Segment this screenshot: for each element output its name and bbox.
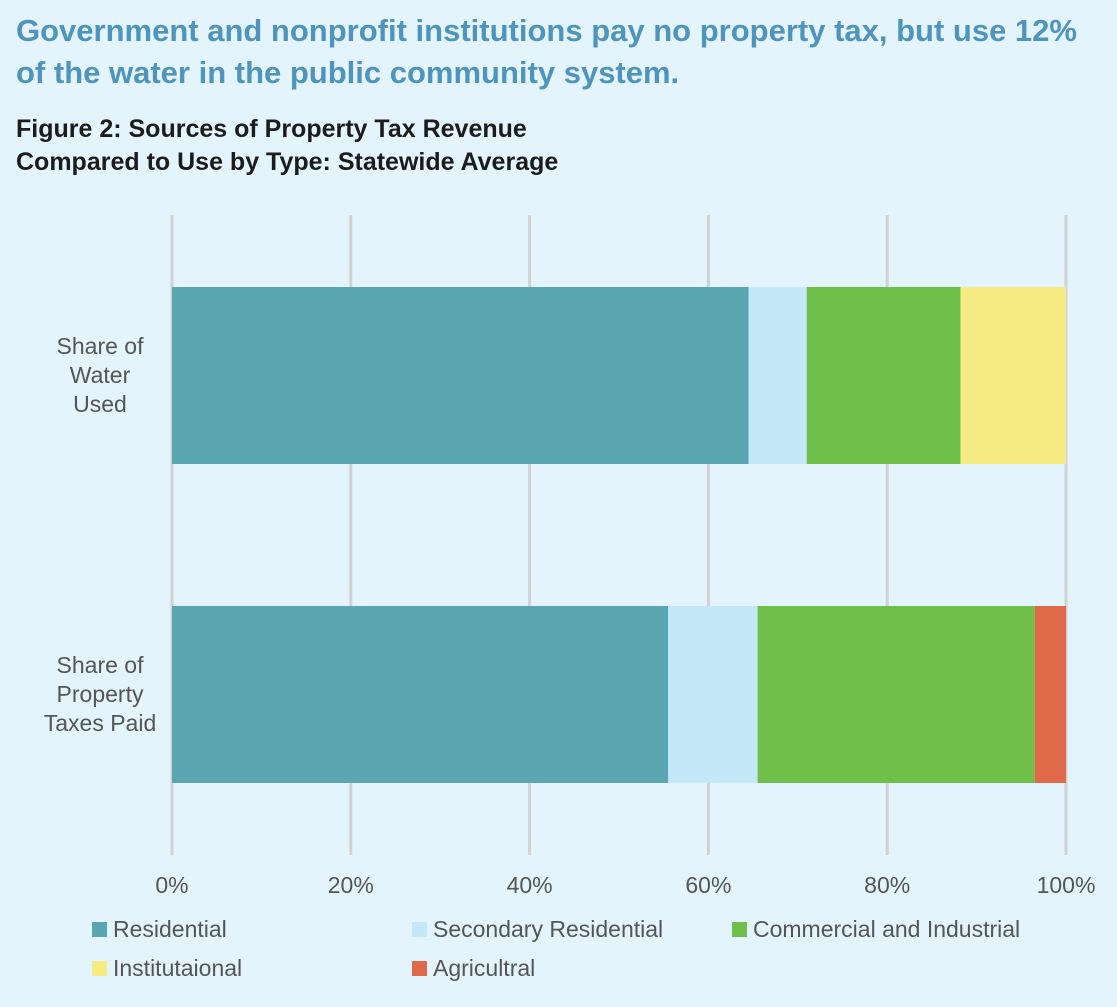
legend-item-agricultral: Agricultral — [412, 955, 535, 982]
legend-swatch — [92, 961, 107, 976]
legend-label: Residential — [113, 916, 227, 942]
legend-item-secondary-residential: Secondary Residential — [412, 916, 663, 943]
category-label-line: Used — [73, 391, 127, 417]
category-label-line: Taxes Paid — [43, 710, 157, 736]
headline: Government and nonprofit institutions pa… — [16, 13, 1077, 90]
figure-title-line2: Compared to Use by Type: Statewide Avera… — [16, 148, 559, 176]
figure-title: Figure 2: Sources of Property Tax Revenu… — [16, 113, 916, 179]
legend-label: Commercial and Industrial — [753, 916, 1021, 942]
legend-item-commercial-and-industrial: Commercial and Industrial — [732, 916, 1020, 943]
category-label-line: Property — [56, 681, 144, 707]
bar-segment-secondary-residential-1 — [668, 606, 758, 783]
x-tick-label: 100% — [1037, 872, 1096, 898]
bar-segment-commercial-and-industrial-1 — [757, 606, 1035, 783]
x-tick-label: 60% — [685, 872, 731, 898]
legend-swatch — [92, 922, 107, 937]
legend-item-residential: Residential — [92, 916, 227, 943]
legend-swatch — [412, 922, 427, 937]
x-tick-label: 40% — [507, 872, 553, 898]
bar-segment-institutaional-0 — [960, 287, 1066, 464]
bar-segment-secondary-residential-0 — [748, 287, 807, 464]
figure-title-line1: Figure 2: Sources of Property Tax Revenu… — [16, 115, 527, 143]
stacked-bar-chart: 0% 20% 40% 60% 80% 100% — [155, 215, 1096, 898]
legend-label: Agricultral — [433, 955, 536, 981]
legend: Residential Secondary Residential Commerci… — [0, 910, 1117, 1000]
legend-item-institutaional: Institutaional — [92, 955, 242, 982]
x-tick-label: 20% — [328, 872, 374, 898]
x-tick-label: 80% — [864, 872, 910, 898]
category-label-line: Water — [69, 362, 131, 388]
category-label-line: Share of — [56, 652, 144, 678]
category-label-0: Share of Water Used — [20, 332, 180, 419]
bar-segment-residential-0 — [172, 287, 749, 464]
legend-label: Secondary Residential — [433, 916, 664, 942]
category-label-line: Share of — [56, 333, 144, 359]
x-tick-label: 0% — [155, 872, 188, 898]
legend-swatch — [732, 922, 747, 937]
legend-label: Institutaional — [113, 955, 243, 981]
bar-segment-agricultral-1 — [1034, 606, 1066, 783]
legend-swatch — [412, 961, 427, 976]
bar-segment-commercial-and-industrial-0 — [806, 287, 961, 464]
category-label-1: Share of Property Taxes Paid — [20, 651, 180, 738]
bar-segment-residential-1 — [172, 606, 669, 783]
